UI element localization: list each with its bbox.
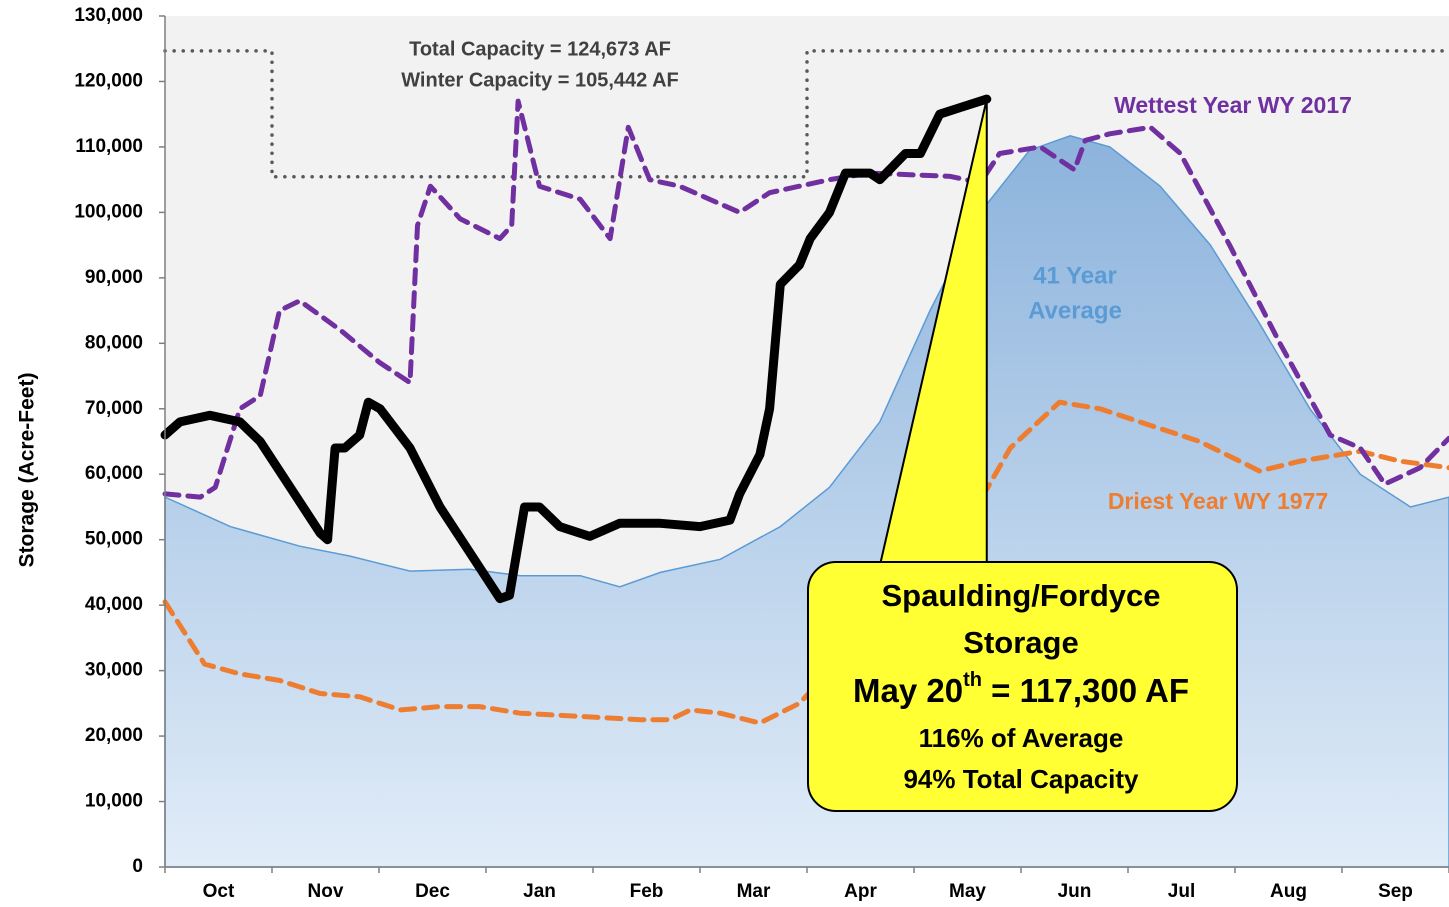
- y-tick-label: 120,000: [74, 70, 143, 91]
- x-tick-label: Nov: [308, 881, 344, 902]
- capacity-label: Total Capacity = 124,673 AF: [409, 38, 671, 60]
- callout-note: 94% Total Capacity: [903, 764, 1139, 794]
- x-tick-label: Apr: [844, 881, 877, 902]
- y-tick-label: 20,000: [85, 725, 143, 746]
- callout-title: Storage: [963, 625, 1078, 660]
- series-label: Wettest Year WY 2017: [1114, 92, 1352, 118]
- callout-value: = 117,300 AF: [982, 672, 1189, 709]
- x-tick-label: Jul: [1168, 881, 1195, 902]
- callout-title: Spaulding/Fordyce: [881, 578, 1160, 613]
- x-tick-label: Mar: [737, 881, 771, 902]
- callout-date: May 20: [853, 672, 963, 709]
- series-line: [163, 49, 1449, 179]
- callout-amount: May 20th = 117,300 AF: [853, 669, 1189, 708]
- x-tick-label: Feb: [630, 881, 664, 902]
- x-tick-label: May: [949, 881, 986, 902]
- y-tick-label: 80,000: [85, 332, 143, 353]
- callout-cover: [882, 564, 986, 567]
- y-tick-label: 110,000: [75, 136, 143, 157]
- y-tick-label: 100,000: [74, 201, 143, 222]
- series-line: [162, 399, 1449, 726]
- x-tick-label: Jun: [1058, 881, 1092, 902]
- callout-note: 116% of Average: [919, 723, 1124, 753]
- series-line: [162, 98, 1449, 500]
- y-tick-label: 60,000: [85, 463, 143, 484]
- y-tick-label: 70,000: [85, 398, 143, 419]
- capacity-label: Winter Capacity = 105,442 AF: [401, 69, 679, 91]
- y-tick-label: 0: [132, 856, 143, 877]
- y-axis-title: Storage (Acre-Feet): [16, 373, 39, 568]
- callout-box: [807, 561, 1238, 812]
- series-label: 41 Year: [1033, 262, 1117, 289]
- x-tick-label: Jan: [523, 881, 556, 902]
- x-tick-label: Oct: [203, 881, 235, 902]
- y-tick-label: 90,000: [85, 267, 143, 288]
- y-tick-label: 40,000: [85, 594, 143, 615]
- callout-date-sup: th: [963, 669, 982, 691]
- x-tick-label: Aug: [1270, 881, 1307, 902]
- series-label: Average: [1028, 297, 1122, 324]
- series-label: Driest Year WY 1977: [1108, 488, 1328, 514]
- storage-line: [160, 94, 992, 604]
- y-tick-label: 50,000: [85, 529, 143, 550]
- y-tick-label: 30,000: [85, 660, 143, 681]
- x-tick-label: Sep: [1378, 881, 1413, 902]
- x-tick-label: Dec: [415, 881, 450, 902]
- y-tick-label: 10,000: [85, 791, 143, 812]
- y-tick-label: 130,000: [74, 5, 143, 26]
